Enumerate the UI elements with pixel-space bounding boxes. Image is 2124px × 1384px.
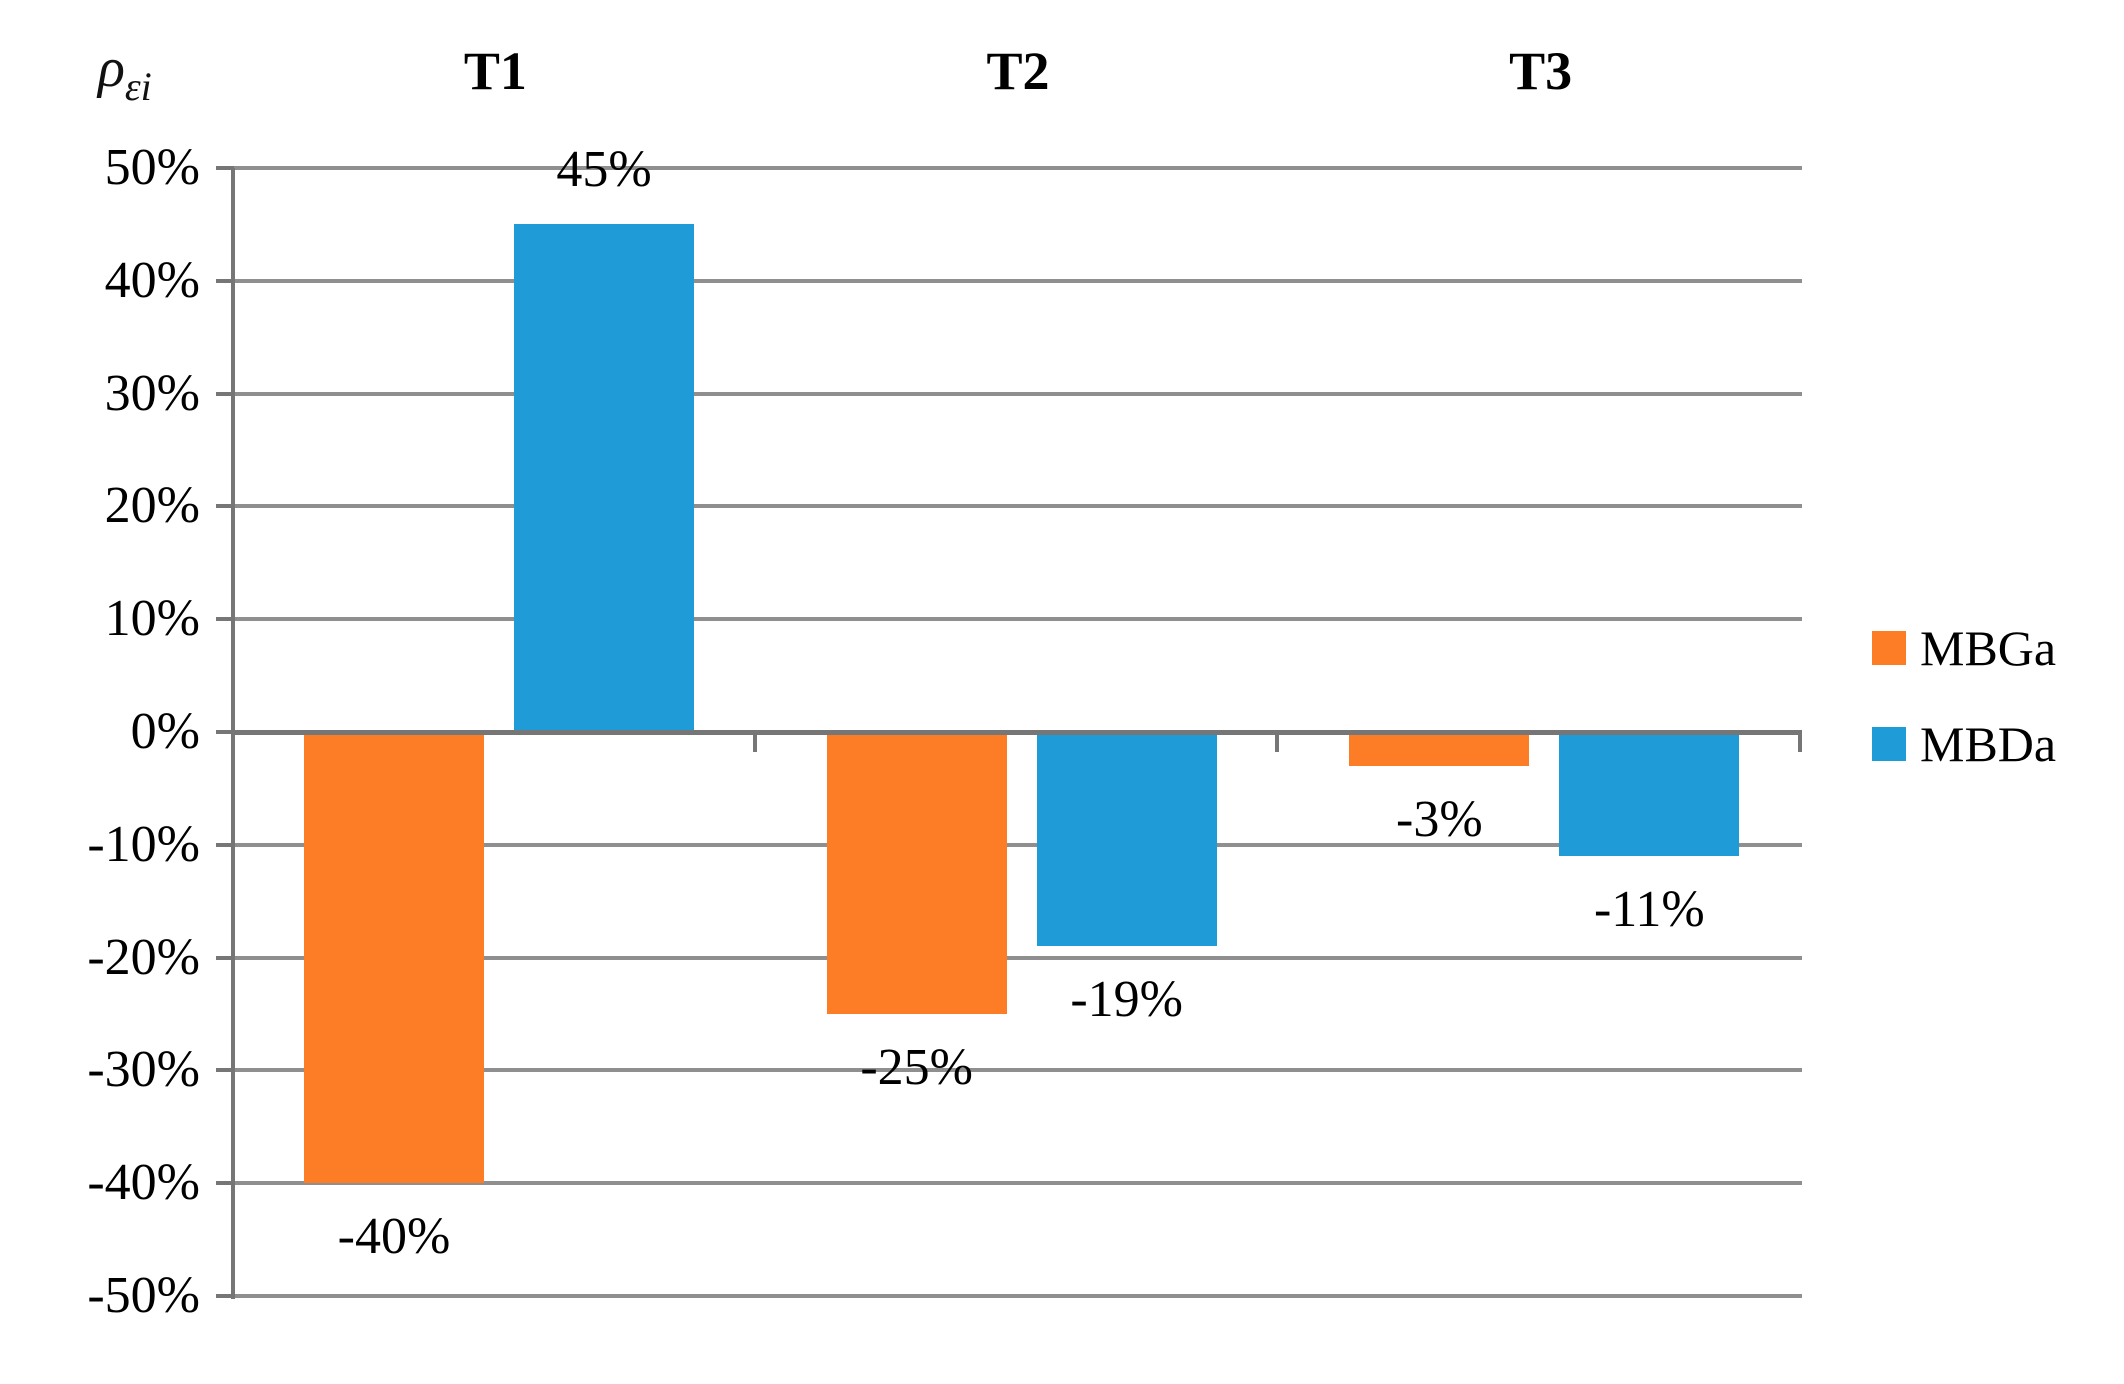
data-label-MBGa-T1: -40% xyxy=(337,1208,451,1266)
data-label-MBDa-T3: -11% xyxy=(1593,881,1705,939)
y-tick-label: -30% xyxy=(87,1041,200,1099)
bar-MBGa-T1 xyxy=(304,732,484,1184)
y-tick-mark xyxy=(216,1181,234,1186)
gridline xyxy=(234,504,1802,509)
gridline xyxy=(234,391,1802,396)
bar-MBDa-T1 xyxy=(514,224,694,732)
gridline xyxy=(234,278,1802,283)
y-axis-title-symbol: ρ xyxy=(98,37,125,99)
y-tick-label: -50% xyxy=(87,1267,200,1324)
y-tick-mark xyxy=(216,842,234,847)
data-label-MBGa-T2: -25% xyxy=(860,1039,973,1096)
y-tick-label: 40% xyxy=(104,251,200,309)
category-label: T1 xyxy=(463,41,527,101)
y-tick-mark xyxy=(216,278,234,283)
y-tick-label: -10% xyxy=(87,815,200,873)
legend-label: MBGa xyxy=(1920,620,2057,676)
y-tick-mark xyxy=(216,955,234,960)
gridline xyxy=(234,1181,1802,1186)
y-tick-mark xyxy=(216,730,234,734)
y-axis-title: ρεi xyxy=(98,36,152,110)
y-axis-title-subscript: εi xyxy=(124,64,152,109)
gridline xyxy=(234,166,1802,170)
bar-MBGa-T2 xyxy=(826,732,1007,1014)
y-tick-label: 10% xyxy=(104,590,200,648)
legend-item-MBGa: MBGa xyxy=(1872,622,2056,674)
gridline xyxy=(234,617,1802,622)
legend-label: MBDa xyxy=(1920,716,2057,772)
y-tick-mark xyxy=(216,166,234,170)
data-label-MBDa-T2: -19% xyxy=(1070,971,1183,1029)
gridline xyxy=(234,1294,1802,1298)
category-tick-mark xyxy=(1275,734,1280,752)
legend-item-MBDa: MBDa xyxy=(1872,718,2056,770)
data-label-MBDa-T1: 45% xyxy=(556,141,652,199)
y-tick-mark xyxy=(216,504,234,509)
y-tick-mark xyxy=(216,1294,234,1298)
y-tick-label: 50% xyxy=(104,139,200,196)
y-tick-label: -40% xyxy=(87,1154,200,1212)
y-tick-label: 0% xyxy=(130,703,200,760)
category-label: T2 xyxy=(986,41,1050,101)
legend: MBGa MBDa xyxy=(1872,622,2056,770)
y-tick-mark xyxy=(216,1068,234,1073)
bar-MBDa-T3 xyxy=(1559,732,1740,857)
gridline xyxy=(234,842,1802,847)
y-tick-label: -20% xyxy=(87,928,200,986)
legend-swatch-icon xyxy=(1872,727,1906,761)
gridline xyxy=(234,1068,1802,1073)
legend-swatch-icon xyxy=(1872,631,1906,665)
y-axis-line xyxy=(231,168,235,1299)
zero-axis-line xyxy=(234,729,1802,735)
y-tick-label: 20% xyxy=(104,477,200,535)
data-label-MBGa-T3: -3% xyxy=(1396,790,1483,848)
category-tick-mark xyxy=(1798,734,1802,752)
category-tick-mark xyxy=(752,734,757,752)
bar-MBGa-T3 xyxy=(1349,732,1530,766)
category-label: T3 xyxy=(1509,41,1573,101)
y-tick-mark xyxy=(216,391,234,396)
gridline xyxy=(234,955,1802,960)
bar-MBDa-T2 xyxy=(1036,732,1217,947)
y-tick-label: 30% xyxy=(104,364,200,422)
y-tick-mark xyxy=(216,617,234,622)
